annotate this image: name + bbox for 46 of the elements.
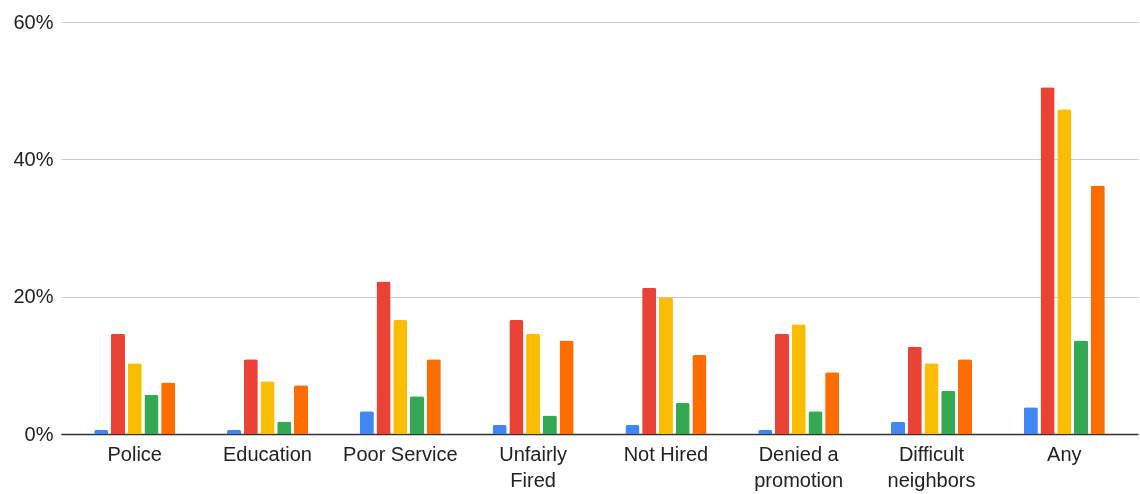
x-tick-label: Difficult neighbors: [887, 442, 976, 491]
x-tick-label: Poor Service: [343, 442, 458, 465]
x-tick-label: Not Hired: [623, 442, 709, 465]
bar: [1040, 87, 1055, 434]
bar: [526, 333, 541, 434]
bar: [625, 425, 640, 434]
bar: [675, 403, 690, 434]
y-tick-label: 40%: [13, 147, 54, 170]
bar: [957, 359, 972, 434]
bar: [410, 396, 425, 434]
bar: [293, 385, 309, 434]
bar: [144, 394, 159, 434]
bar: [825, 372, 840, 434]
bar: [791, 324, 806, 434]
bar: [1057, 109, 1072, 434]
y-tick-label: 60%: [13, 10, 54, 33]
bar: [492, 425, 507, 434]
x-tick-label: Denied a promotion: [754, 442, 844, 491]
bar: [509, 320, 524, 434]
bar: [110, 333, 125, 434]
x-tick-label: Police: [107, 442, 162, 465]
bar: [907, 346, 922, 434]
bar: [227, 429, 242, 434]
y-tick-label: 0%: [24, 422, 54, 445]
bar: [393, 320, 408, 434]
bar: [924, 363, 939, 434]
bar: [808, 411, 823, 434]
bar: [161, 382, 176, 434]
bar: [127, 363, 142, 434]
bar: [774, 333, 789, 434]
bar: [243, 359, 258, 434]
bar: [642, 287, 657, 434]
bar: [559, 340, 574, 434]
bar: [1090, 185, 1105, 434]
bar: [658, 297, 673, 434]
bar: [376, 281, 391, 434]
x-tick-label: Education: [223, 442, 312, 465]
x-tick-label: Unfairly Fired: [499, 442, 567, 491]
bar: [890, 421, 906, 434]
bar: [426, 359, 441, 434]
bar: [260, 381, 275, 434]
y-tick-label: 20%: [13, 285, 54, 308]
bar: [941, 390, 956, 434]
bar: [692, 355, 707, 434]
x-tick-label: Any: [1047, 442, 1082, 465]
bar: [1074, 340, 1089, 434]
